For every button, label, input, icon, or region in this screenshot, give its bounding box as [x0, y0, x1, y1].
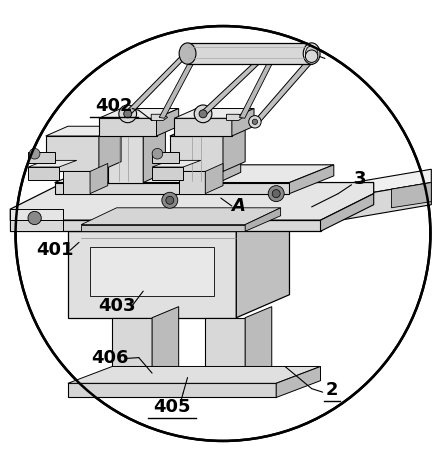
Polygon shape — [236, 208, 289, 318]
Polygon shape — [99, 108, 179, 118]
Circle shape — [268, 185, 284, 202]
Polygon shape — [112, 318, 152, 386]
Polygon shape — [28, 167, 59, 180]
Polygon shape — [81, 208, 281, 225]
Polygon shape — [151, 114, 168, 120]
Polygon shape — [10, 220, 321, 231]
Polygon shape — [68, 231, 236, 318]
Text: 405: 405 — [153, 398, 191, 416]
Circle shape — [28, 212, 41, 225]
Polygon shape — [10, 209, 63, 220]
Circle shape — [119, 105, 136, 123]
Polygon shape — [152, 167, 183, 180]
Polygon shape — [219, 127, 241, 183]
Polygon shape — [183, 127, 241, 136]
Polygon shape — [152, 160, 201, 167]
Polygon shape — [99, 118, 157, 136]
Text: A: A — [231, 197, 245, 215]
Ellipse shape — [306, 46, 318, 61]
Polygon shape — [200, 55, 267, 115]
Polygon shape — [45, 126, 121, 136]
Polygon shape — [124, 52, 190, 115]
Circle shape — [29, 149, 40, 159]
Polygon shape — [245, 307, 272, 386]
Text: 3: 3 — [354, 170, 367, 188]
Text: 402: 402 — [95, 97, 133, 115]
Circle shape — [152, 149, 163, 159]
Polygon shape — [99, 126, 121, 171]
Circle shape — [194, 105, 212, 123]
Polygon shape — [392, 183, 431, 208]
Polygon shape — [108, 136, 143, 183]
Polygon shape — [90, 163, 108, 194]
Polygon shape — [68, 367, 321, 383]
Circle shape — [252, 119, 258, 125]
Circle shape — [162, 192, 178, 208]
Polygon shape — [240, 58, 274, 118]
Text: 406: 406 — [91, 349, 129, 368]
Polygon shape — [205, 318, 245, 386]
Polygon shape — [174, 118, 232, 136]
Polygon shape — [232, 108, 254, 136]
Polygon shape — [10, 220, 63, 231]
Polygon shape — [45, 136, 99, 171]
Circle shape — [16, 26, 430, 441]
Polygon shape — [10, 183, 374, 220]
Polygon shape — [152, 151, 179, 163]
Polygon shape — [152, 307, 179, 386]
Polygon shape — [68, 208, 289, 231]
Circle shape — [306, 50, 318, 63]
Polygon shape — [54, 165, 334, 183]
Polygon shape — [68, 383, 276, 397]
Polygon shape — [157, 108, 179, 136]
Polygon shape — [223, 183, 431, 240]
Text: 2: 2 — [325, 381, 338, 398]
Polygon shape — [183, 136, 219, 183]
Polygon shape — [28, 160, 77, 167]
Circle shape — [272, 190, 280, 198]
Polygon shape — [321, 194, 374, 231]
Ellipse shape — [179, 43, 196, 64]
Polygon shape — [170, 126, 245, 136]
Circle shape — [199, 110, 207, 118]
Polygon shape — [227, 114, 243, 120]
Polygon shape — [54, 183, 289, 194]
Polygon shape — [276, 367, 321, 397]
Polygon shape — [289, 165, 334, 194]
Text: 401: 401 — [36, 241, 73, 259]
Text: 403: 403 — [98, 297, 136, 315]
Circle shape — [130, 171, 139, 180]
FancyBboxPatch shape — [90, 247, 214, 296]
Polygon shape — [159, 55, 198, 118]
Polygon shape — [223, 126, 245, 171]
Circle shape — [166, 196, 174, 204]
Polygon shape — [245, 208, 281, 231]
Polygon shape — [108, 127, 165, 136]
Circle shape — [124, 110, 132, 118]
Polygon shape — [174, 108, 254, 118]
Polygon shape — [143, 127, 165, 183]
Circle shape — [219, 169, 227, 178]
Polygon shape — [170, 136, 223, 171]
Polygon shape — [179, 171, 205, 194]
Polygon shape — [187, 43, 312, 64]
Circle shape — [249, 116, 261, 128]
Polygon shape — [223, 169, 431, 218]
Polygon shape — [63, 171, 90, 194]
Polygon shape — [252, 57, 315, 125]
Ellipse shape — [303, 43, 320, 64]
Polygon shape — [205, 163, 223, 194]
Polygon shape — [28, 151, 54, 163]
Polygon shape — [81, 225, 245, 231]
